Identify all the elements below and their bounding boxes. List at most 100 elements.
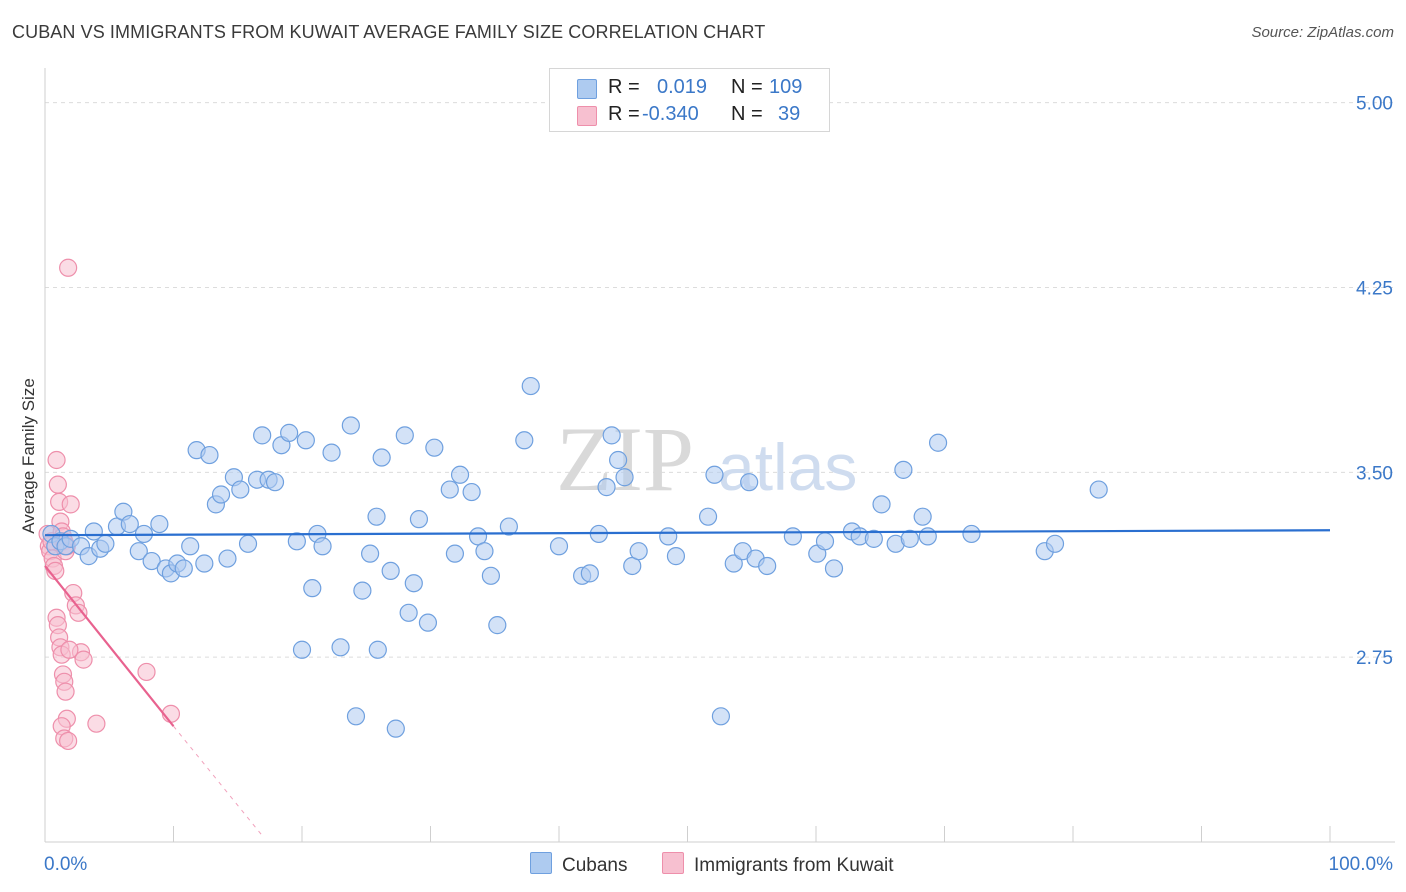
cuban-point-102 — [962, 524, 981, 544]
legend-n-value: 39 — [778, 103, 801, 125]
cuban-point-80 — [666, 547, 686, 566]
y-tick-label-3: 2.75 — [1356, 648, 1393, 669]
cuban-point-30 — [238, 534, 258, 553]
cuban-point-79 — [659, 527, 678, 546]
cuban-point-47 — [361, 544, 380, 563]
grid-lines — [45, 102, 1395, 658]
cuban-point-87 — [758, 556, 777, 576]
y-tick-label-0: 5.00 — [1356, 94, 1393, 115]
cuban-point-107 — [292, 640, 312, 659]
cubans-trend-line — [44, 529, 1331, 537]
cuban-point-97 — [894, 460, 913, 479]
cuban-point-106 — [711, 707, 731, 726]
cuban-point-9 — [96, 534, 115, 553]
cuban-point-43 — [331, 638, 350, 657]
cuban-point-42 — [322, 443, 341, 462]
kuwait-trend-extension — [173, 725, 264, 838]
cuban-point-85 — [740, 473, 759, 492]
cuban-point-34 — [265, 473, 285, 492]
cuban-point-32 — [253, 426, 272, 445]
cuban-point-16 — [150, 514, 169, 534]
y-axis-label: Average Family Size — [19, 378, 38, 534]
cuban-point-66 — [499, 517, 518, 536]
cuban-point-78 — [629, 542, 648, 561]
kuwait-point-33 — [74, 650, 93, 669]
cuban-point-75 — [609, 450, 628, 470]
y-tick-label-2: 3.50 — [1356, 463, 1393, 484]
cuban-point-49 — [372, 448, 391, 467]
kuwait-point-35 — [137, 662, 156, 682]
legend-n-label: N = — [731, 76, 763, 98]
legend-r-label: R = — [608, 103, 640, 125]
cuban-point-57 — [425, 438, 444, 457]
trend-lines — [44, 529, 1331, 838]
cuban-point-29 — [231, 480, 250, 499]
cuban-point-20 — [174, 559, 193, 578]
bottom-swatch-cubans — [530, 852, 552, 874]
legend-r-value: -0.340 — [642, 103, 699, 125]
legend-n-label: N = — [731, 103, 763, 125]
cuban-point-104 — [1045, 534, 1065, 553]
cuban-point-81 — [698, 507, 718, 526]
source-label: Source: ZipAtlas.com — [1251, 24, 1394, 41]
bottom-swatch-kuwait — [662, 852, 684, 874]
cuban-point-15 — [142, 551, 161, 571]
chart-title: CUBAN VS IMMIGRANTS FROM KUWAIT AVERAGE … — [12, 22, 766, 42]
cuban-point-45 — [346, 707, 366, 726]
x-tick-label-right: 100.0% — [1329, 854, 1394, 875]
y-tick-labels: 5.00 4.25 3.50 2.75 — [1356, 94, 1393, 670]
cuban-point-38 — [296, 431, 315, 450]
cuban-point-54 — [404, 574, 423, 593]
cuban-point-23 — [195, 554, 214, 573]
cuban-point-61 — [462, 482, 481, 502]
cuban-point-83 — [724, 554, 743, 573]
cuban-point-58 — [440, 480, 459, 499]
cuban-point-88 — [783, 527, 802, 546]
cuban-point-95 — [872, 495, 891, 514]
cuban-point-94 — [864, 529, 883, 548]
cuban-point-100 — [918, 527, 937, 546]
cuban-point-90 — [815, 532, 835, 551]
cuban-point-99 — [913, 507, 932, 526]
cuban-point-59 — [445, 544, 465, 563]
cuban-point-101 — [928, 433, 948, 452]
legend-row-cubans: R = 0.019 N = 109 — [550, 74, 829, 102]
cuban-point-53 — [399, 603, 418, 622]
bottom-legend-kuwait: Immigrants from Kuwait — [662, 852, 894, 877]
cuban-point-108 — [368, 640, 387, 659]
cuban-point-13 — [129, 542, 148, 561]
bottom-legend-kuwait-label: Immigrants from Kuwait — [694, 855, 894, 876]
cuban-point-41 — [313, 537, 332, 556]
cuban-point-65 — [488, 616, 507, 635]
cuban-point-27 — [218, 549, 237, 568]
cuban-point-105 — [1089, 480, 1108, 499]
cuban-point-50 — [381, 561, 400, 581]
kuwait-point-38 — [59, 258, 78, 277]
cuban-point-67 — [515, 431, 534, 450]
cuban-point-24 — [200, 445, 219, 465]
cuban-point-52 — [395, 426, 414, 445]
cubans-points — [42, 376, 1108, 738]
cuban-point-98 — [900, 529, 919, 548]
cuban-point-64 — [481, 566, 500, 585]
watermark-atlas: atlas — [718, 430, 857, 504]
cuban-point-51 — [386, 719, 405, 738]
cuban-point-26 — [211, 485, 231, 504]
kuwait-points — [38, 258, 181, 751]
legend-swatch-kuwait — [577, 106, 597, 126]
cuban-point-68 — [521, 376, 540, 396]
legend-row-kuwait: R = -0.340 N = 39 — [550, 101, 829, 129]
kuwait-trend-line — [44, 565, 175, 727]
cuban-point-76 — [615, 468, 634, 487]
kuwait-point-37 — [87, 714, 106, 733]
kuwait-point-7 — [47, 450, 66, 470]
legend-swatch-cubans — [577, 79, 597, 99]
cuban-point-74 — [602, 426, 621, 445]
cuban-point-39 — [303, 579, 322, 598]
legend-r-value: 0.019 — [657, 76, 708, 98]
kuwait-point-23 — [56, 682, 75, 701]
bottom-legend-cubans: Cubans — [530, 852, 628, 877]
cuban-point-63 — [475, 542, 494, 561]
kuwait-point-31 — [69, 603, 88, 622]
cuban-point-60 — [450, 465, 470, 484]
